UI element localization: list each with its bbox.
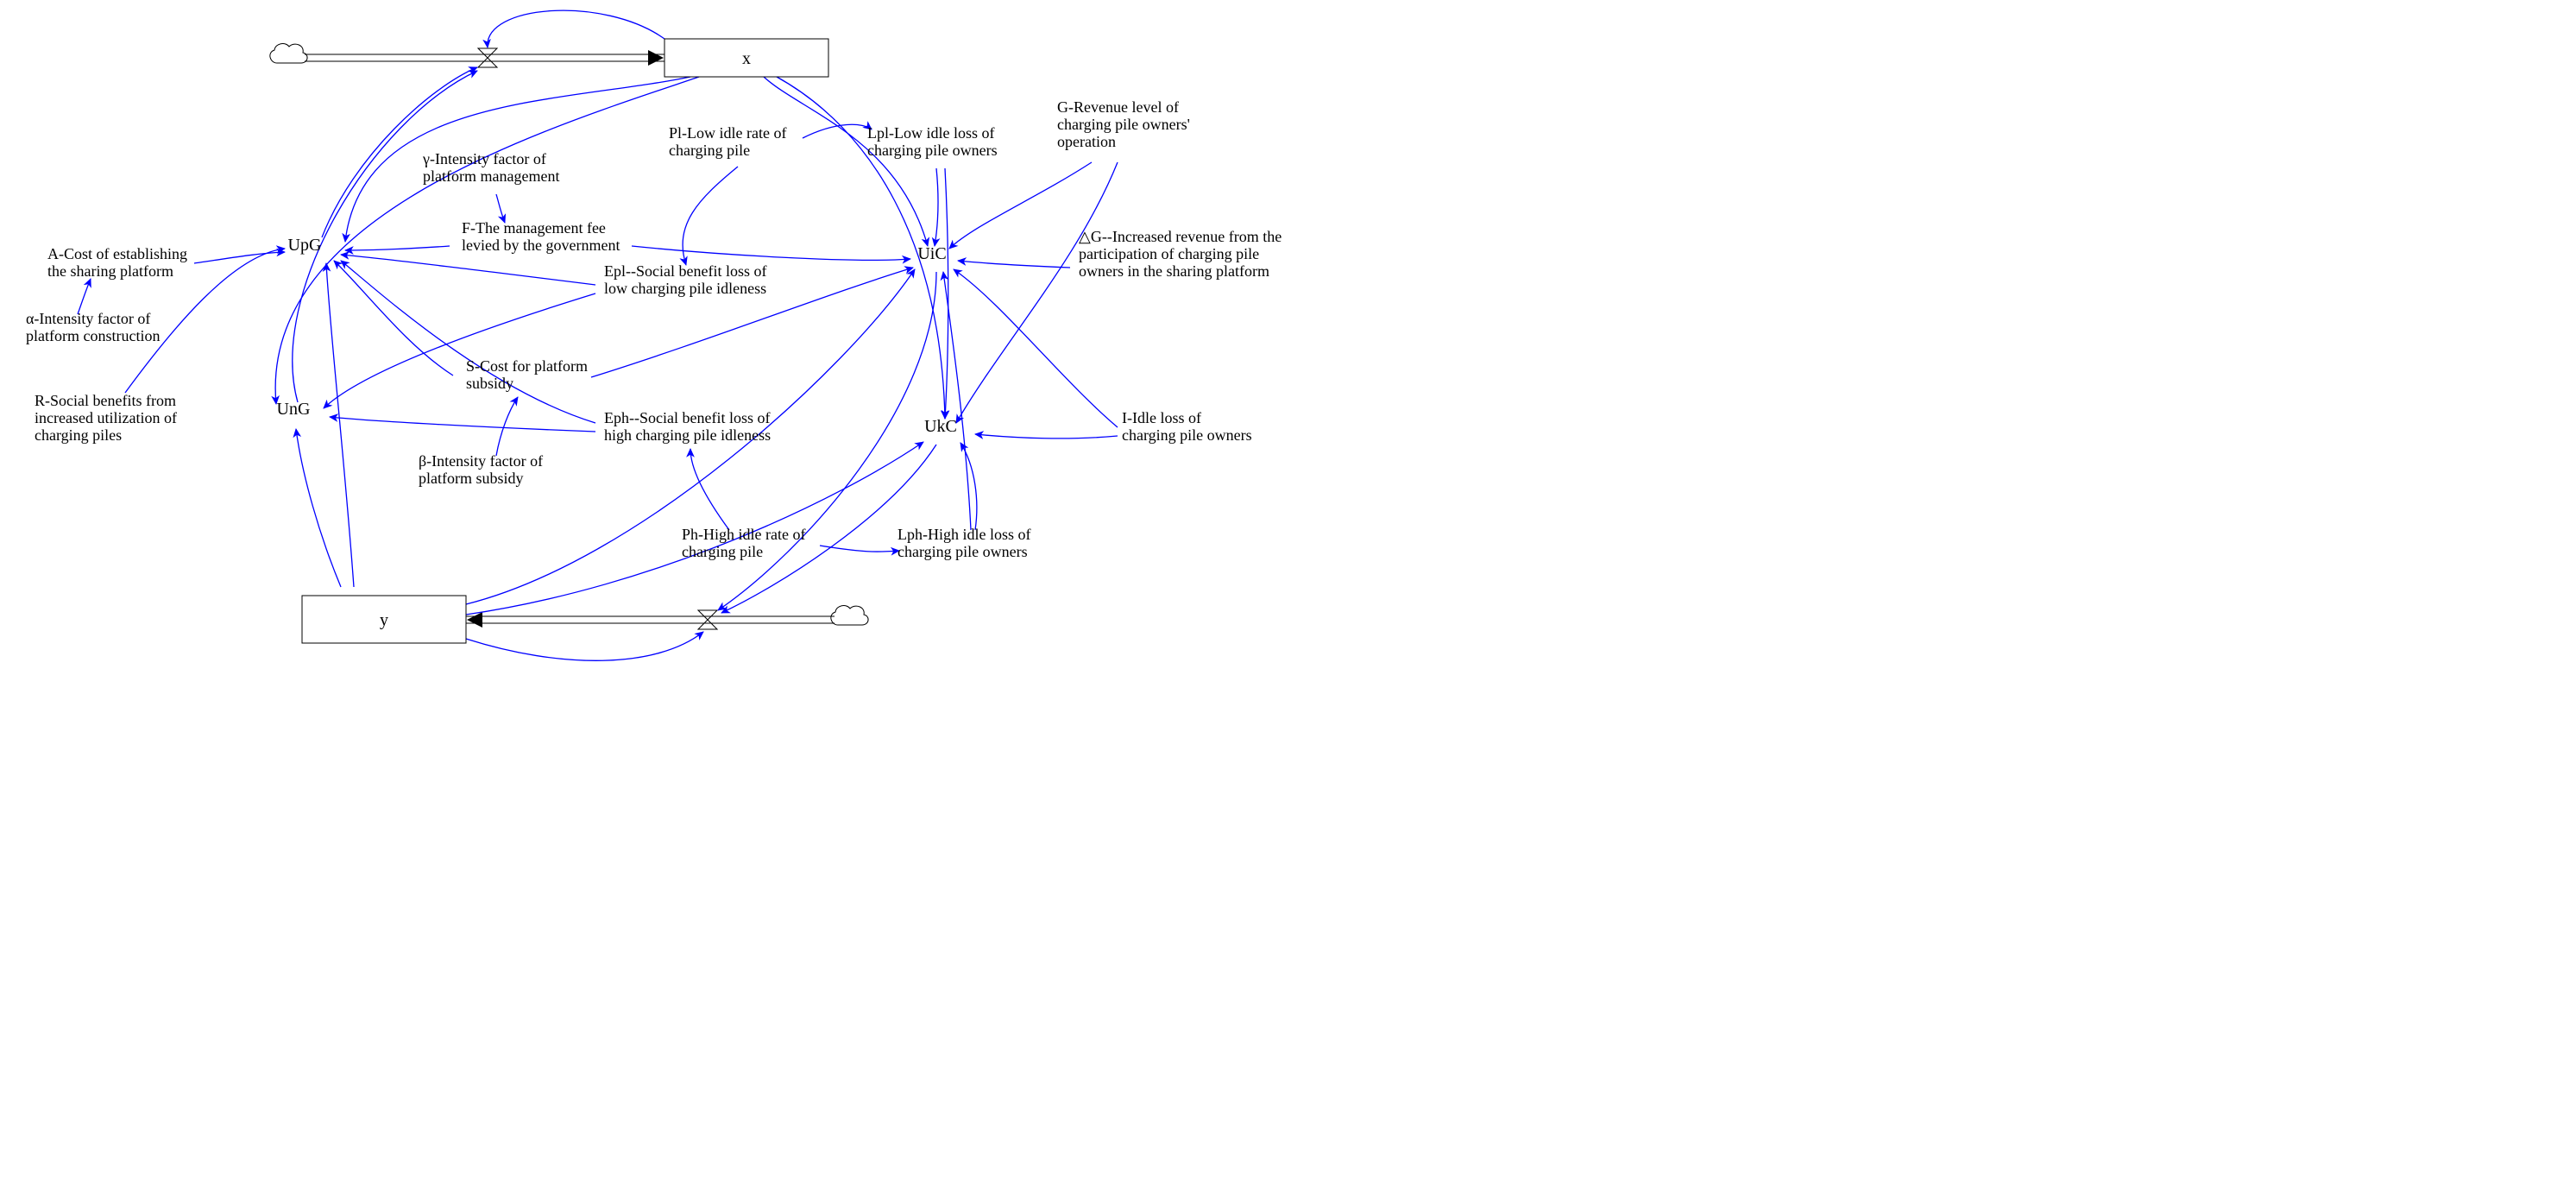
label-I-line-1: charging pile owners [1122, 426, 1252, 444]
label-I: I-Idle loss ofcharging pile owners [1122, 409, 1252, 444]
edge-y-stock-to-vy [466, 632, 703, 660]
label-Lpl-line-1: charging pile owners [867, 142, 998, 159]
label-G: G-Revenue level ofcharging pile owners'o… [1057, 98, 1190, 150]
label-alpha-line-1: platform construction [26, 327, 160, 344]
edge-F-to-UpG [345, 246, 450, 250]
edge-y-stock-to-UpG [326, 263, 354, 587]
valve-y [698, 610, 717, 629]
label-alpha-line-0: α-Intensity factor of [26, 310, 150, 327]
label-Epl-line-1: low charging pile idleness [604, 280, 766, 297]
label-G-line-0: G-Revenue level of [1057, 98, 1179, 116]
label-S: S-Cost for platformsubsidy [466, 357, 588, 392]
label-S-line-0: S-Cost for platform [466, 357, 588, 375]
label-G-line-1: charging pile owners' [1057, 116, 1190, 133]
edge-A-to-UpG [194, 252, 285, 263]
stock-y-label: y [380, 611, 388, 630]
edge-F-to-UiC [632, 246, 910, 260]
edge-Epl-to-UnG [324, 293, 595, 408]
edge-Eph-to-UpG [341, 261, 595, 423]
var-UiC: UiC [917, 244, 946, 263]
edge-dG-to-UiC [958, 261, 1070, 268]
edge-Lpl-to-UiC [935, 168, 938, 246]
label-alpha: α-Intensity factor ofplatform constructi… [26, 310, 160, 344]
label-Eph-line-0: Eph--Social benefit loss of [604, 409, 770, 426]
edge-I-to-UkC [975, 434, 1118, 439]
edges-layer [78, 10, 1118, 660]
label-gamma-line-1: platform management [423, 167, 559, 185]
label-R-line-0: R-Social benefits from [35, 392, 176, 409]
label-Lpl: Lpl-Low idle loss ofcharging pile owners [867, 124, 998, 159]
label-beta-line-0: β-Intensity factor of [419, 452, 543, 470]
label-Epl-line-0: Epl--Social benefit loss of [604, 262, 766, 280]
label-R-line-1: increased utilization of [35, 409, 177, 426]
label-Lpl-line-0: Lpl-Low idle loss of [867, 124, 994, 142]
label-Pl: Pl-Low idle rate ofcharging pile [669, 124, 786, 159]
label-Lph: Lph-High idle loss ofcharging pile owner… [898, 526, 1031, 560]
system-dynamics-diagram: xy UpGUnGUiCUkC Pl-Low idle rate ofcharg… [0, 0, 1329, 673]
label-beta-line-1: platform subsidy [419, 470, 524, 487]
label-dG-line-2: owners in the sharing platform [1079, 262, 1269, 280]
edge-I-to-UiC [954, 269, 1118, 427]
edge-x-stock-to-UiC [764, 77, 928, 246]
edge-Eph-to-UnG [330, 417, 595, 432]
var-UkC: UkC [924, 417, 957, 436]
label-R-line-2: charging piles [35, 426, 122, 444]
label-Ph-line-0: Ph-High idle rate of [682, 526, 805, 543]
label-F-line-0: F-The management fee [462, 219, 606, 237]
label-F-line-1: levied by the government [462, 237, 620, 254]
label-gamma-line-0: γ-Intensity factor of [422, 150, 546, 167]
label-beta: β-Intensity factor ofplatform subsidy [419, 452, 543, 487]
edge-Epl-to-UpG [341, 255, 595, 285]
label-F: F-The management feelevied by the govern… [462, 219, 620, 254]
label-A-line-0: A-Cost of establishing [47, 245, 187, 262]
label-dG-line-0: △G--Increased revenue from the [1079, 228, 1282, 245]
edge-Lph-to-UiC [943, 272, 971, 530]
label-Ph: Ph-High idle rate ofcharging pile [682, 526, 805, 560]
label-R: R-Social benefits fromincreased utilizat… [35, 392, 177, 444]
label-gamma: γ-Intensity factor ofplatform management [422, 150, 559, 185]
label-A-line-1: the sharing platform [47, 262, 173, 280]
label-A: A-Cost of establishingthe sharing platfo… [47, 245, 187, 280]
label-Eph: Eph--Social benefit loss ofhigh charging… [604, 409, 771, 444]
edge-alpha-to-A [78, 279, 91, 314]
label-dG-line-1: participation of charging pile [1079, 245, 1259, 262]
edge-S-to-UpG [334, 261, 453, 375]
label-S-line-1: subsidy [466, 375, 513, 392]
edge-G-to-UkC [956, 162, 1118, 423]
edge-y-stock-to-UnG [296, 429, 341, 587]
label-G-line-2: operation [1057, 133, 1116, 150]
label-Epl: Epl--Social benefit loss oflow charging … [604, 262, 766, 297]
edge-Pl-to-Epl [683, 167, 738, 265]
label-Pl-line-1: charging pile [669, 142, 750, 159]
edge-G-to-UiC [949, 162, 1092, 249]
valve-x [478, 48, 497, 67]
label-I-line-0: I-Idle loss of [1122, 409, 1201, 426]
cloud-source-x [270, 44, 307, 63]
label-dG: △G--Increased revenue from theparticipat… [1079, 228, 1282, 280]
cloud-source-y [831, 606, 868, 625]
stock-x-label: x [742, 49, 751, 68]
edge-Ph-to-Eph [690, 449, 729, 530]
labels-layer: Pl-Low idle rate ofcharging pileLpl-Low … [26, 98, 1282, 560]
edge-Pl-to-Lpl [803, 124, 872, 138]
edge-beta-to-S [496, 397, 518, 456]
var-UpG: UpG [288, 236, 322, 255]
label-Pl-line-0: Pl-Low idle rate of [669, 124, 786, 142]
label-Lph-line-0: Lph-High idle loss of [898, 526, 1031, 543]
label-Ph-line-1: charging pile [682, 543, 763, 560]
var-UnG: UnG [277, 400, 311, 419]
label-Eph-line-1: high charging pile idleness [604, 426, 771, 444]
edge-x-stock-to-vx-valve [488, 10, 664, 47]
label-Lph-line-1: charging pile owners [898, 543, 1028, 560]
